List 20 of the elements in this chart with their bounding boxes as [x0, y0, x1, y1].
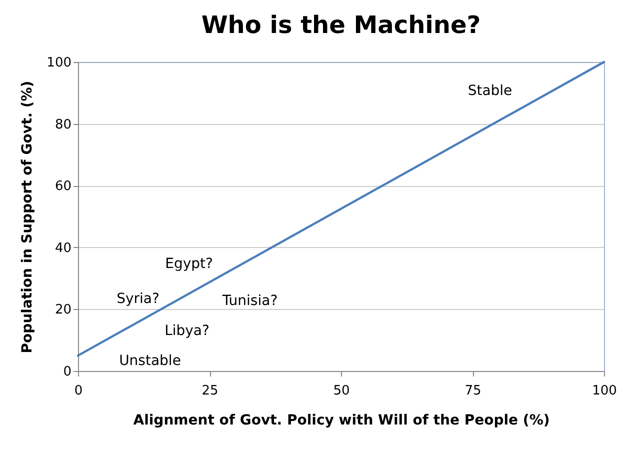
x-tick-label: 75: [464, 384, 482, 398]
chart-title: Who is the Machine?: [201, 11, 481, 39]
annotation: Syria?: [116, 291, 160, 307]
x-tick-label: 50: [333, 384, 350, 398]
y-axis-title: Population in Support of Govt. (%): [20, 80, 36, 354]
y-tick-label: 100: [46, 56, 72, 70]
y-tick-label: 20: [54, 302, 72, 318]
annotation: Libya?: [164, 323, 210, 339]
x-tick-label: 25: [202, 384, 218, 398]
y-tick-label: 60: [54, 179, 72, 194]
y-tick-label: 0: [63, 364, 72, 380]
x-axis-title: Alignment of Govt. Policy with Will of the People (%): [133, 412, 550, 428]
y-tick-label: 80: [54, 117, 72, 132]
x-tick-label: 0: [74, 384, 83, 398]
annotation: Unstable: [119, 353, 181, 369]
annotation: Egypt?: [165, 256, 213, 272]
annotation: Tunisia?: [221, 293, 278, 309]
x-tick-label: 100: [592, 384, 617, 398]
y-tick-label: 40: [54, 240, 72, 256]
annotation: Stable: [468, 83, 512, 99]
